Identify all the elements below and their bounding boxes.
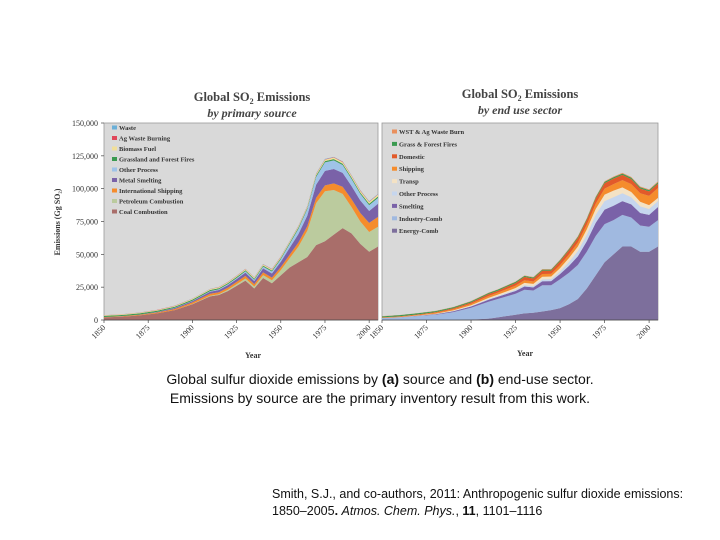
panel-a-legend-swatch bbox=[112, 209, 117, 214]
panel-a-y-tick-label: 125,000 bbox=[72, 152, 98, 161]
panel-a-area-0 bbox=[104, 228, 378, 320]
panel-a-y-tick-label: 75,000 bbox=[76, 218, 98, 227]
caption-line-2: Emissions by source are the primary inve… bbox=[169, 390, 591, 406]
panel-b-areas bbox=[382, 172, 658, 320]
panel-a-y-tick-label: 50,000 bbox=[76, 250, 98, 259]
panel-b-legend-label: Grass & Forest Fires bbox=[399, 141, 458, 148]
caption-line-1: Global sulfur dioxide emissions by (a) s… bbox=[166, 371, 594, 387]
panel-a-legend-label: Coal Combustion bbox=[119, 209, 168, 216]
panel-b-legend-label: Transp bbox=[399, 179, 419, 186]
panel-b-area-1 bbox=[382, 214, 658, 320]
panel-b-legend: WST & Ag Waste Burn Grass & Forest Fires D… bbox=[392, 129, 465, 235]
panel-b-title: Global SO2 Emissions bbox=[462, 87, 579, 103]
panel-a-x-tick-label: 1925 bbox=[222, 323, 240, 341]
panel-b-legend-swatch bbox=[392, 129, 397, 134]
panel-b-legend-label: WST & Ag Waste Burn bbox=[399, 129, 465, 136]
panel-a-legend-label: Ag Waste Burning bbox=[119, 136, 171, 143]
panel-b-legend-label: Other Process bbox=[399, 191, 438, 198]
panel-a-legend-label: Metal Smelting bbox=[119, 178, 162, 185]
panel-b-legend-swatch bbox=[392, 216, 397, 221]
panel-a-legend-swatch bbox=[112, 146, 117, 151]
panel-b-area-2 bbox=[382, 201, 658, 319]
panel-a-y-tick-label: 25,000 bbox=[76, 283, 98, 292]
panel-a-legend-swatch bbox=[112, 199, 117, 203]
panel-a-legend-swatch bbox=[112, 157, 117, 161]
panel-b-x-tick-label: 1875 bbox=[412, 323, 430, 341]
panel-a-legend-label: Waste bbox=[119, 125, 136, 132]
panel-a-legend-swatch bbox=[112, 188, 117, 193]
panel-b-subtitle: by end use sector bbox=[478, 103, 563, 117]
citation: Smith, S.J., and co-authors, 2011: Anthr… bbox=[272, 487, 684, 518]
panel-b-legend-swatch bbox=[392, 154, 397, 159]
panel-a-y-axis-label: Emissions (Gg SO₂) bbox=[53, 188, 62, 255]
panel-a-legend-swatch bbox=[112, 136, 117, 140]
panel-a-y-tick-label: 0 bbox=[94, 316, 98, 325]
panel-b-x-tick-label: 1850 bbox=[368, 323, 386, 341]
panel-b-legend-swatch bbox=[392, 166, 397, 171]
panel-b-x-tick-label: 1925 bbox=[501, 323, 519, 341]
panel-a-legend: Waste Ag Waste Burning Biomass Fuel Grassla… bbox=[112, 125, 195, 216]
panel-b-legend-label: Energy-Comb bbox=[399, 228, 439, 235]
panel-a-areas bbox=[104, 156, 378, 320]
panel-a-x-tick-label: 1850 bbox=[90, 323, 108, 341]
figure-caption: Global sulfur dioxide emissions by (a) s… bbox=[100, 370, 660, 408]
panel-b-legend-label: Smelting bbox=[399, 203, 424, 210]
panel-b-legend-swatch bbox=[392, 141, 397, 146]
panel-b-legend-label: Shipping bbox=[399, 166, 425, 173]
panel-a-x-axis-label: Year bbox=[245, 351, 261, 360]
panel-b-x-tick-label: 1950 bbox=[546, 323, 564, 341]
panel-a-subtitle: by primary source bbox=[207, 106, 297, 120]
panel-b-x-axis-label: Year bbox=[517, 349, 533, 358]
panel-a-legend-label: Grassland and Forest Fires bbox=[119, 157, 195, 164]
panel-a-legend-label: International Shipping bbox=[119, 188, 183, 195]
panel-a-legend-label: Biomass Fuel bbox=[119, 146, 156, 153]
panel-a-x-tick-label: 1900 bbox=[178, 323, 196, 341]
panel-a-legend-label: Other Process bbox=[119, 167, 158, 174]
panel-a-y-tick-label: 150,000 bbox=[72, 119, 98, 128]
panel-b-x-tick-label: 1975 bbox=[590, 323, 608, 341]
panel-a-x-tick-label: 1950 bbox=[267, 323, 285, 341]
panel-a-title: Global SO2 Emissions bbox=[194, 90, 311, 106]
panel-a-legend-swatch bbox=[112, 178, 117, 182]
panel-b-area-0 bbox=[382, 246, 658, 320]
panel-a-legend-swatch bbox=[112, 125, 117, 130]
panel-b-legend-label: Domestic bbox=[399, 154, 425, 161]
panel-b-legend-label: Industry-Comb bbox=[399, 216, 443, 223]
panel-b-x-tick-label: 1900 bbox=[457, 323, 475, 341]
panel-b-x-tick-label: 2000 bbox=[635, 323, 653, 341]
panel-b-legend-swatch bbox=[392, 179, 397, 184]
panel-a-legend-label: Petroleum Combustion bbox=[119, 199, 184, 206]
panel-a-legend-swatch bbox=[112, 167, 117, 172]
figure: Global SO2 Emissions by primary source G… bbox=[53, 87, 659, 360]
panel-a-y-tick-label: 100,000 bbox=[72, 185, 98, 194]
panel-a-x-tick-label: 1975 bbox=[311, 323, 329, 341]
panel-a-x-tick-label: 1875 bbox=[134, 323, 152, 341]
panel-b-legend-swatch bbox=[392, 203, 397, 208]
panel-b-legend-swatch bbox=[392, 191, 397, 196]
panel-b-legend-swatch bbox=[392, 228, 397, 233]
panel-b-axes: 1850 1875 1900 1925 1950 1975 2000 bbox=[368, 319, 658, 341]
